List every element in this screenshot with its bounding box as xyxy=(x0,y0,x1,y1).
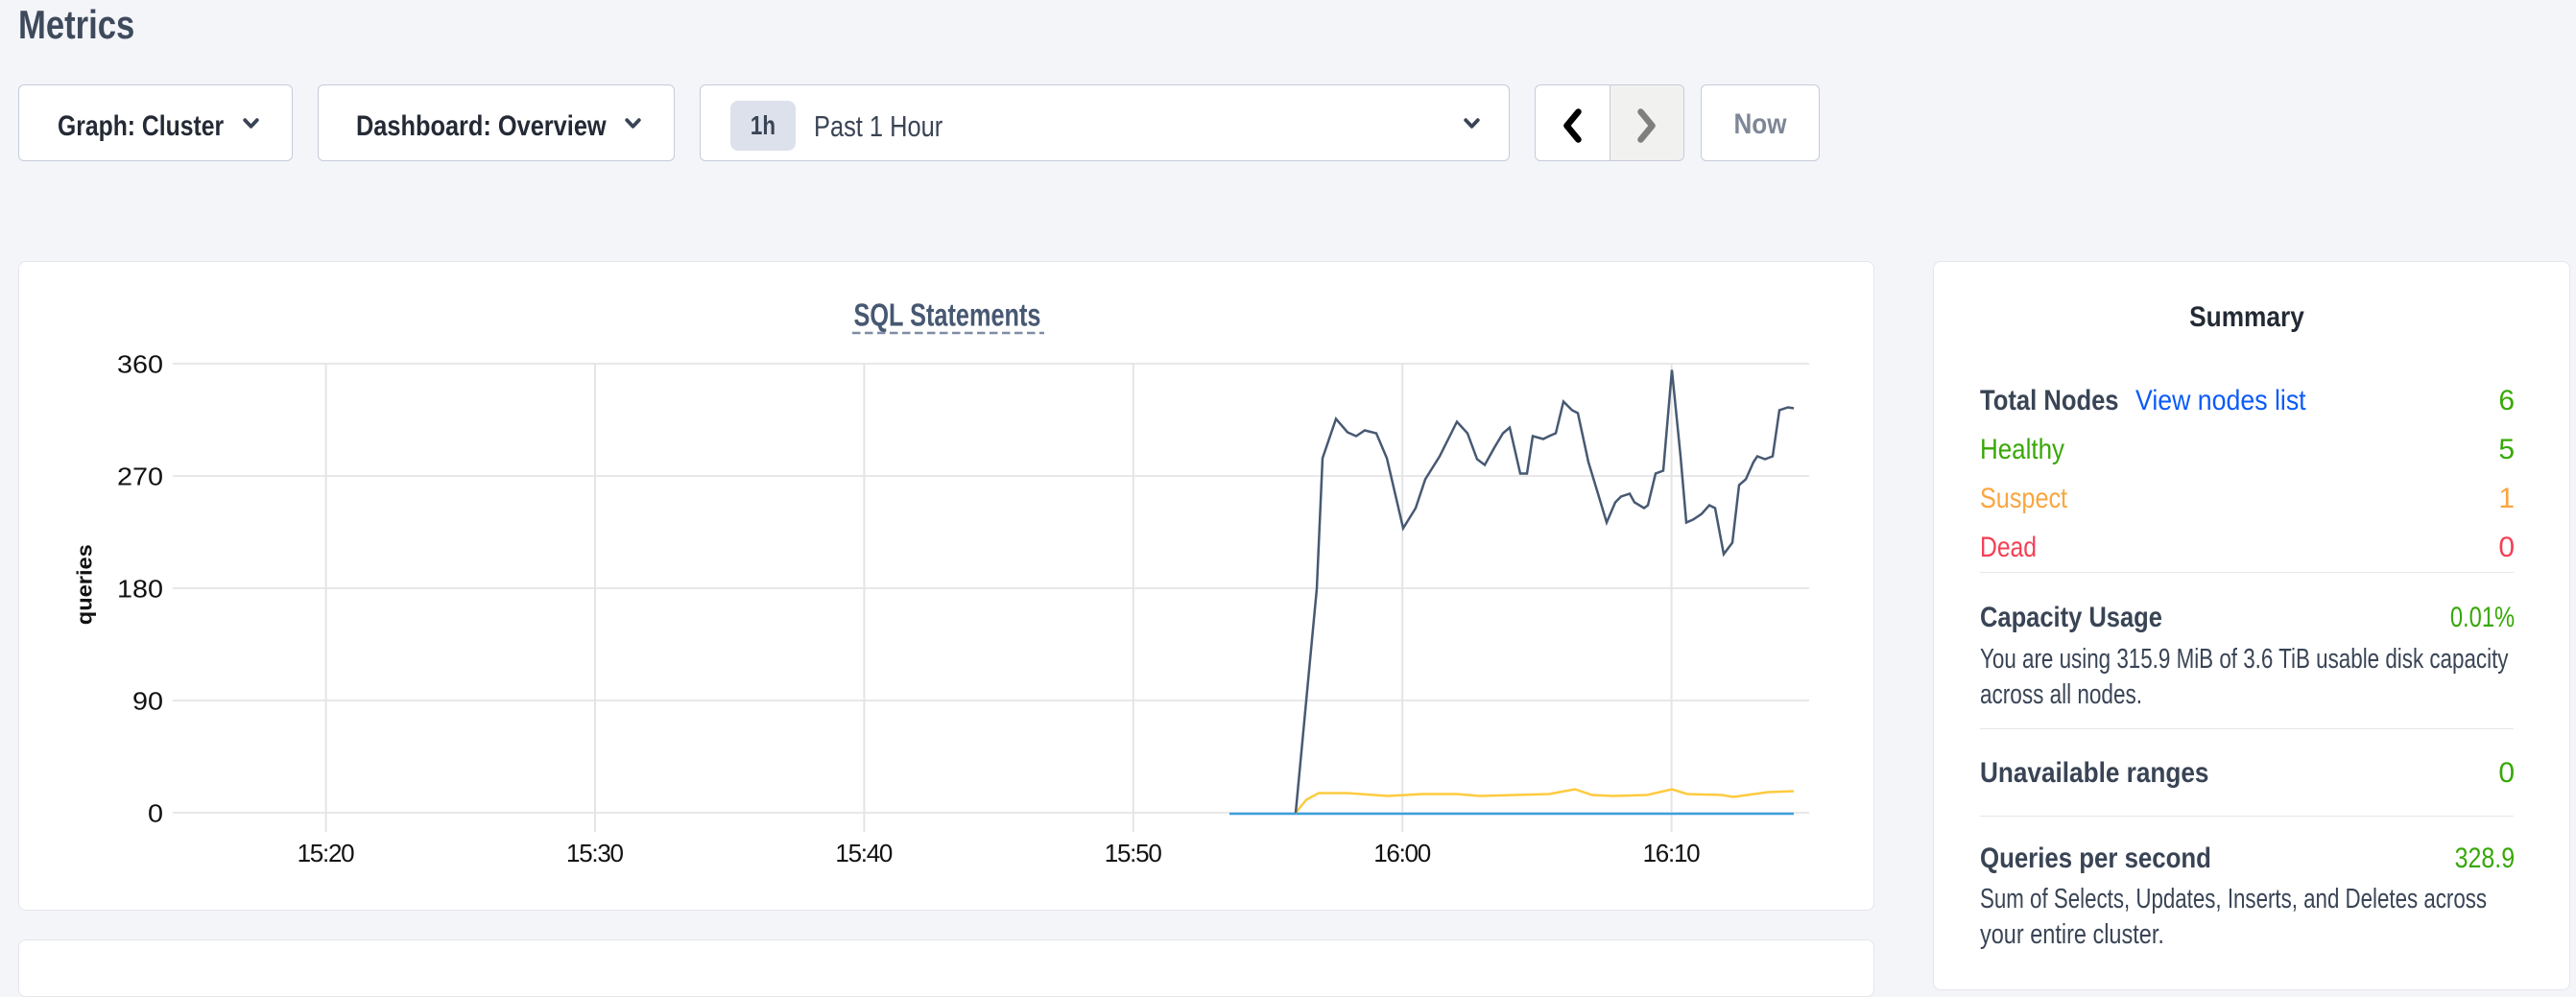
svg-text:90: 90 xyxy=(132,687,163,716)
svg-text:queries: queries xyxy=(73,544,97,625)
svg-text:15:40: 15:40 xyxy=(835,839,893,867)
svg-text:360: 360 xyxy=(117,350,163,379)
svg-text:SQL Statements: SQL Statements xyxy=(854,297,1041,333)
svg-text:15:20: 15:20 xyxy=(298,839,355,867)
svg-text:16:00: 16:00 xyxy=(1373,839,1431,867)
svg-text:270: 270 xyxy=(117,463,163,491)
svg-text:15:30: 15:30 xyxy=(566,839,624,867)
svg-text:0: 0 xyxy=(148,799,163,828)
svg-text:180: 180 xyxy=(117,575,163,604)
svg-text:15:50: 15:50 xyxy=(1105,839,1162,867)
svg-text:16:10: 16:10 xyxy=(1643,839,1701,867)
